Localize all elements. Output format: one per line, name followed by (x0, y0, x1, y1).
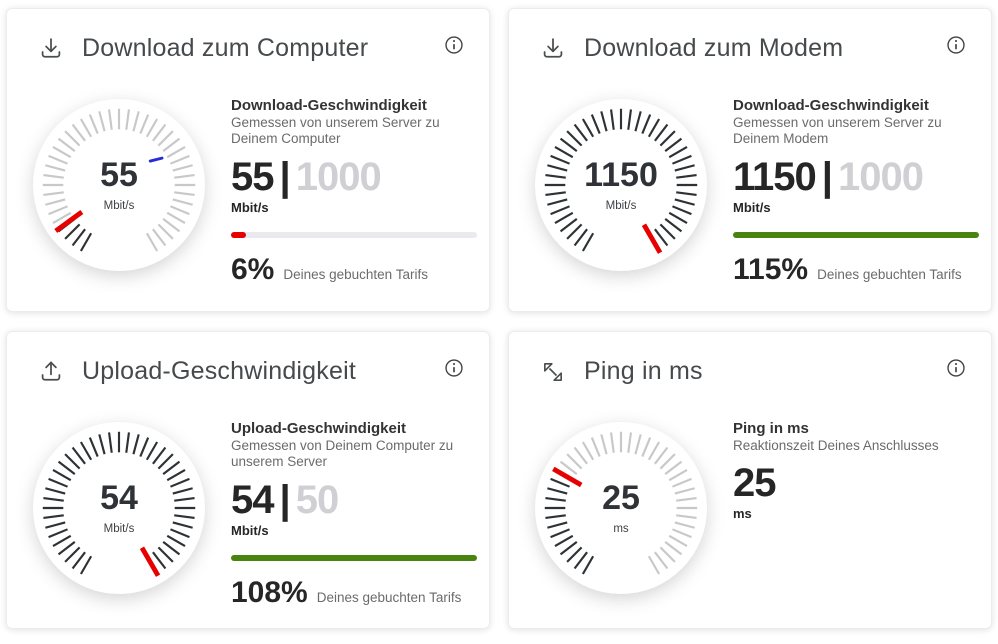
details-description: Gemessen von Deinem Computer zu unserem … (231, 438, 454, 470)
ping-icon (544, 362, 562, 381)
percent-value: 108% (231, 575, 308, 609)
card-download-computer: Download zum Computer 55 Mbit/s Download… (6, 8, 490, 312)
reading-unit: Mbit/s (733, 199, 771, 215)
details-heading: Download-Geschwindigkeit (733, 97, 929, 114)
gauge-ticks (42, 108, 196, 252)
speed-reading: 1150 | 1000 (733, 157, 987, 197)
card-download-modem: Download zum Modem 1150 Mbit/s Download-… (508, 8, 992, 312)
gauge-readout: 55 Mbit/s (33, 99, 205, 271)
measurement-details: Download-Geschwindigkeit Gemessen von un… (733, 97, 987, 287)
measurement-details: Upload-Geschwindigkeit Gemessen von Dein… (231, 420, 485, 610)
details-description: Reaktionszeit Deines Anschlusses (733, 438, 939, 453)
booked-value: 1000 (837, 154, 924, 199)
percent-row: 108% Deines gebuchten Tarifs (231, 576, 485, 610)
details-description: Gemessen von unserem Server zu Deinem Mo… (733, 115, 942, 147)
card-upload: Upload-Geschwindigkeit 54 Mbit/s Upload-… (6, 331, 490, 629)
card-ping: Ping in ms 25 ms Ping in ms Reaktionszei… (508, 331, 992, 629)
speedtest-results-grid: Download zum Computer 55 Mbit/s Download… (6, 8, 992, 629)
card-header: Download zum Computer (7, 9, 489, 63)
tariff-progress-fill (231, 554, 477, 561)
speed-reading: 55 | 1000 (231, 157, 485, 197)
booked-value: 1000 (295, 154, 382, 199)
percent-row: 6% Deines gebuchten Tarifs (231, 253, 485, 287)
gauge-value: 25 (602, 479, 640, 517)
gauge-ticks (544, 108, 698, 254)
download-icon (543, 37, 563, 58)
gauge-value: 55 (100, 156, 138, 194)
details-heading: Upload-Geschwindigkeit (231, 420, 407, 437)
percent-label: Deines gebuchten Tarifs (316, 589, 462, 605)
percent-value: 6% (231, 252, 275, 286)
card-header: Ping in ms (509, 332, 991, 386)
details-heading: Download-Geschwindigkeit (231, 97, 427, 114)
speed-gauge: 55 Mbit/s (33, 99, 205, 271)
tariff-progress-bar (733, 231, 979, 238)
measurement-details: Ping in ms Reaktionszeit Deines Anschlus… (733, 420, 987, 521)
speed-gauge: 54 Mbit/s (33, 422, 205, 594)
info-icon[interactable] (945, 357, 967, 379)
measured-value: 54 (231, 477, 274, 522)
percent-label: Deines gebuchten Tarifs (283, 266, 428, 282)
gauge-ticks (42, 431, 196, 577)
gauge-readout: 1150 Mbit/s (535, 99, 707, 271)
ping-gauge: 25 ms (535, 422, 707, 594)
measured-value: 55 (231, 154, 274, 199)
value-separator: | (821, 154, 833, 199)
card-title: Download zum Modem (584, 34, 844, 62)
booked-value: 50 (295, 477, 339, 522)
gauge-readout: 25 ms (535, 422, 707, 594)
tariff-progress-bar (231, 231, 477, 238)
card-header: Download zum Modem (509, 9, 991, 63)
percent-label: Deines gebuchten Tarifs (817, 266, 962, 282)
measured-value: 25 (733, 461, 776, 506)
value-separator: | (279, 477, 291, 522)
card-title: Ping in ms (584, 357, 703, 385)
reading-unit: Mbit/s (231, 522, 269, 538)
measurement-details: Download-Geschwindigkeit Gemessen von un… (231, 97, 485, 287)
measured-value: 1150 (733, 154, 817, 199)
ping-reading: 25 (733, 463, 987, 503)
speed-gauge: 1150 Mbit/s (535, 99, 707, 271)
info-icon[interactable] (945, 34, 967, 56)
gauge-value: 1150 (584, 156, 658, 194)
card-title: Download zum Computer (82, 34, 369, 62)
tariff-progress-fill (733, 231, 979, 238)
gauge-unit: Mbit/s (103, 523, 135, 535)
gauge-unit: Mbit/s (605, 200, 637, 212)
percent-value: 115% (733, 252, 809, 286)
gauge-value: 54 (100, 479, 138, 517)
gauge-unit: ms (613, 523, 629, 535)
info-icon[interactable] (443, 357, 465, 379)
details-description: Gemessen von unserem Server zu Deinem Co… (231, 115, 440, 147)
upload-icon (41, 361, 61, 381)
tariff-progress-bar (231, 554, 477, 561)
value-separator: | (279, 154, 291, 199)
card-header: Upload-Geschwindigkeit (7, 332, 489, 386)
download-icon (41, 37, 61, 58)
percent-row: 115% Deines gebuchten Tarifs (733, 253, 987, 287)
speed-reading: 54 | 50 (231, 480, 485, 520)
reading-unit: Mbit/s (231, 199, 269, 215)
details-heading: Ping in ms (733, 420, 809, 437)
tariff-progress-fill (231, 231, 246, 238)
info-icon[interactable] (443, 34, 465, 56)
reading-unit: ms (733, 506, 752, 522)
gauge-readout: 54 Mbit/s (33, 422, 205, 594)
gauge-unit: Mbit/s (103, 200, 135, 212)
card-title: Upload-Geschwindigkeit (82, 357, 356, 385)
gauge-ticks (544, 431, 698, 575)
